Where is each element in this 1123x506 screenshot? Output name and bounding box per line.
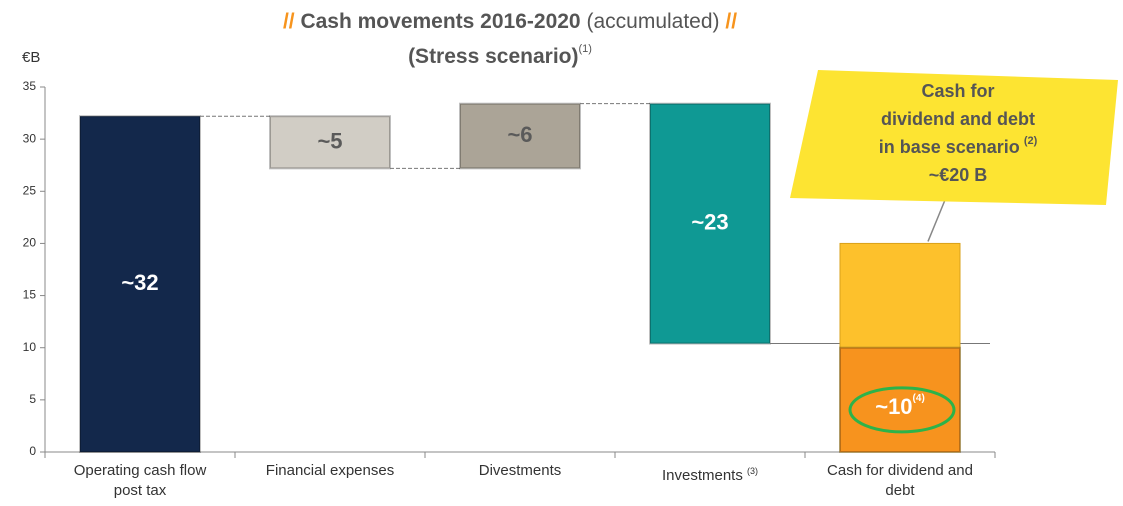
callout-line: in base scenario <box>879 137 1020 157</box>
bar-label: ~6 <box>507 122 532 147</box>
x-tick-label: Divestments <box>478 462 562 479</box>
x-tick-label-box: Operating cash flow post tax <box>65 461 215 501</box>
y-tick-label: 20 <box>23 236 37 250</box>
x-tick-label: Operating cash flow post tax <box>73 462 207 499</box>
value-label: ~32 <box>121 270 158 295</box>
callout-text: dividend and debt <box>881 109 1035 129</box>
callout-note: (2) <box>1024 135 1038 147</box>
subtitle-note: (1) <box>578 43 591 55</box>
x-tick-label: Financial expenses <box>265 462 395 479</box>
x-tick-label: Investments <box>661 467 743 484</box>
chart-subtitle: (Stress scenario)(1) <box>408 43 592 68</box>
value-label-note: (4) <box>913 392 925 403</box>
bar <box>269 115 391 170</box>
y-axis-label: €B <box>22 49 40 66</box>
value-label: ~23 <box>691 209 728 234</box>
value-label: ~5 <box>317 128 342 153</box>
callout-text: in base scenario (2) <box>879 135 1038 157</box>
x-tick-label-box: Financial expenses <box>255 461 405 481</box>
bar-label: ~5 <box>317 128 342 153</box>
value-label: ~10 <box>875 394 912 419</box>
y-tick-label: 30 <box>23 131 37 145</box>
callout-line: dividend and debt <box>881 109 1035 129</box>
title-mark: // <box>725 10 737 33</box>
bar <box>459 102 581 170</box>
y-tick-label: 0 <box>29 444 36 458</box>
title-mark: // <box>283 10 295 33</box>
y-tick-label: 35 <box>23 79 37 93</box>
callout-box <box>790 70 1118 205</box>
y-tick-label: 10 <box>23 340 37 354</box>
callout-value: ~€20 B <box>929 165 988 185</box>
value-label: ~6 <box>507 122 532 147</box>
highlight-ring <box>848 386 956 434</box>
bar-label: ~23 <box>691 209 728 234</box>
callout-pointer <box>927 199 946 242</box>
chart-title: // Cash movements 2016-2020 (accumulated… <box>283 10 737 33</box>
x-tick-label: Cash for dividend and debt <box>827 462 973 499</box>
y-tick-label: 15 <box>23 288 37 302</box>
x-tick-label-box: Divestments <box>445 461 595 481</box>
callout-line: Cash for <box>921 81 994 101</box>
bar-label: ~10(4) <box>875 392 925 418</box>
y-tick-label: 25 <box>23 183 37 197</box>
x-tick-note: (3) <box>747 466 759 476</box>
y-tick-label: 5 <box>29 392 36 406</box>
bar <box>839 346 961 454</box>
subtitle-text: (Stress scenario) <box>408 45 578 68</box>
title-main: Cash movements 2016-2020 <box>300 10 580 33</box>
bar <box>649 102 771 345</box>
title-qualifier: (accumulated) <box>586 10 719 33</box>
bar <box>79 115 201 453</box>
x-tick-label-box: Cash for dividend and debt <box>825 461 975 501</box>
bar-label: ~32 <box>121 270 158 295</box>
x-tick-label-box: Investments (3) <box>635 461 785 486</box>
callout-text: Cash for <box>921 81 994 101</box>
